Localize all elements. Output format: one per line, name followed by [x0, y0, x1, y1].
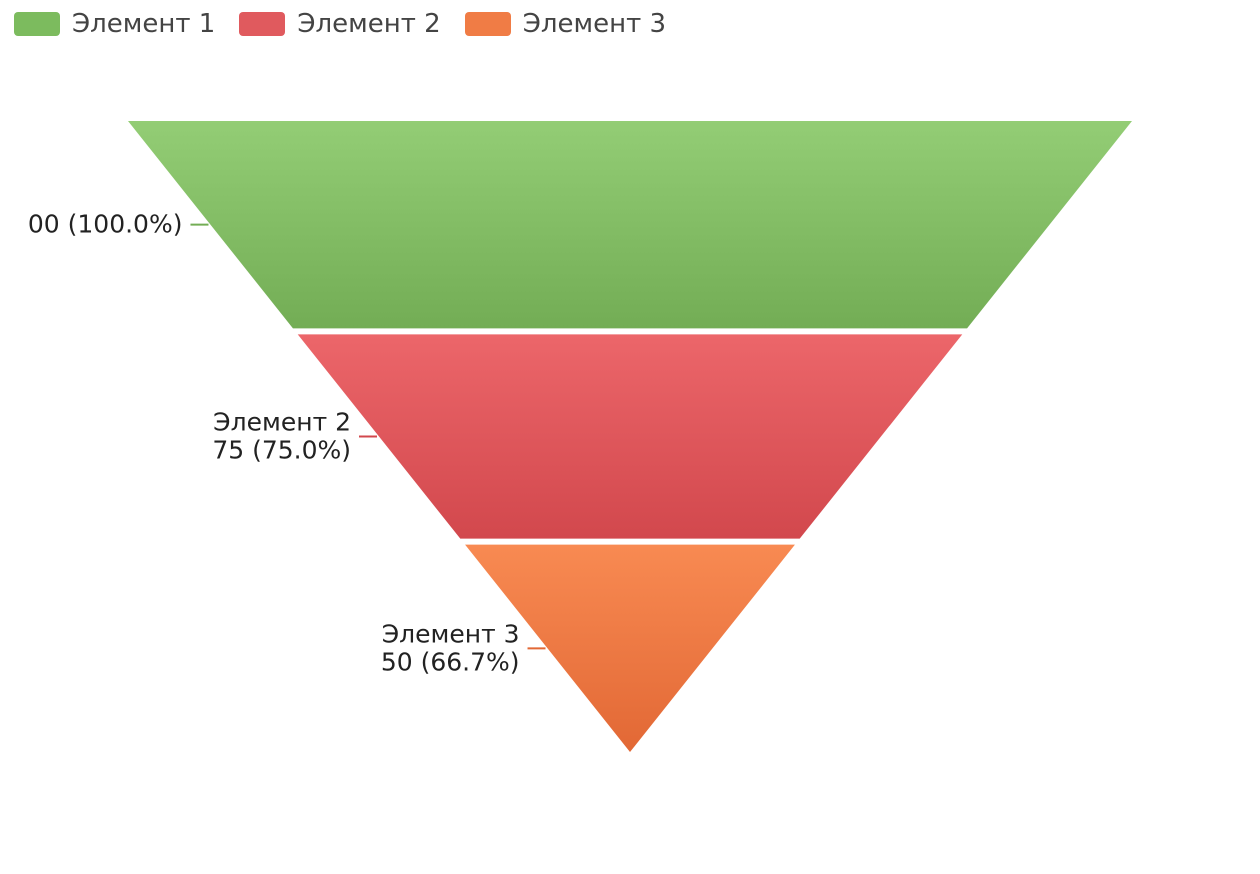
funnel-label-name-2: Элемент 2: [213, 408, 351, 437]
legend-label-element-2: Элемент 2: [297, 9, 441, 39]
funnel-segment-1[interactable]: [128, 121, 1132, 329]
legend-item-element-3[interactable]: Элемент 3: [464, 9, 667, 39]
legend-swatch-element-1: [14, 12, 60, 36]
legend-item-element-1[interactable]: Элемент 1: [14, 9, 215, 39]
funnel-label-value-2: 75 (75.0%): [212, 436, 351, 465]
funnel-label-name-3: Элемент 3: [382, 619, 520, 648]
funnel-label-value-1: 00 (100.0%): [28, 210, 183, 239]
funnel-label-value-3: 50 (66.7%): [381, 647, 520, 676]
legend-label-element-3: Элемент 3: [522, 9, 667, 39]
legend-item-element-2[interactable]: Элемент 2: [239, 9, 441, 39]
legend-swatch-element-2: [239, 12, 286, 36]
funnel-segment-2[interactable]: [297, 334, 963, 539]
legend-swatch-element-3: [464, 12, 511, 36]
funnel-segment-3[interactable]: [465, 544, 795, 752]
chart-legend: Элемент 1 Элемент 2 Элемент 3: [14, 6, 690, 42]
legend-label-element-1: Элемент 1: [72, 9, 216, 39]
